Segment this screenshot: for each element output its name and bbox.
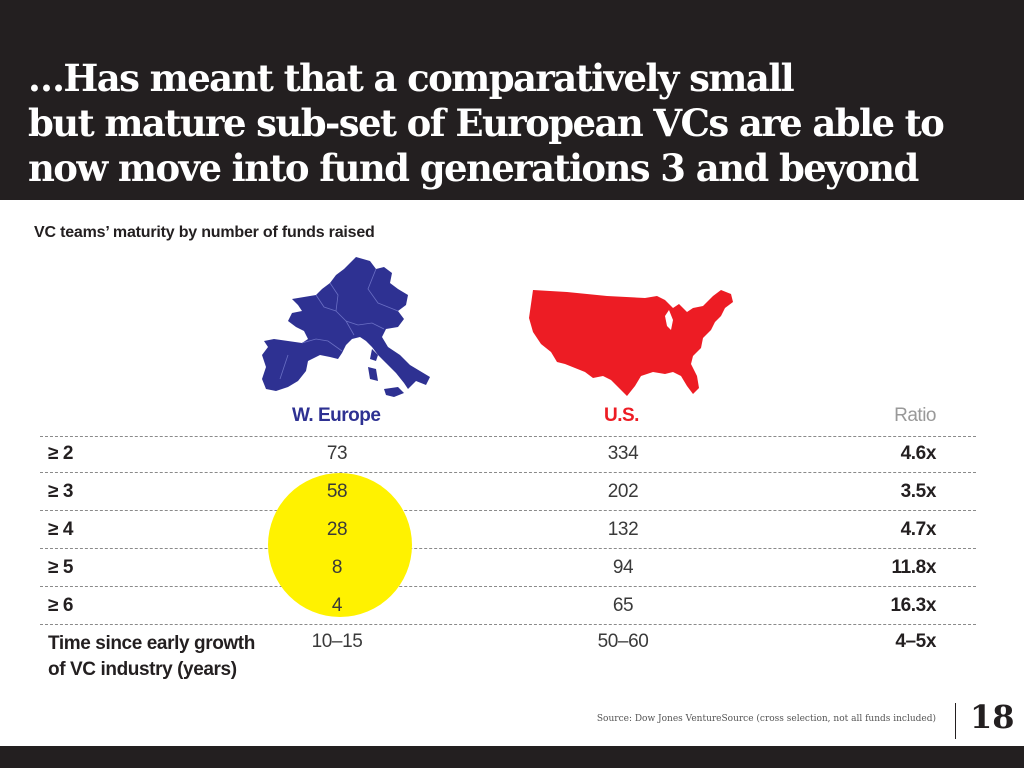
row-divider (40, 624, 976, 625)
time-row-label: Time since early growth of VC industry (… (48, 631, 255, 683)
title-line-1: …Has meant that a comparatively small (28, 56, 795, 100)
footer-bar (0, 746, 1024, 768)
title-banner: …Has meant that a comparatively small bu… (0, 0, 1024, 200)
row-divider (40, 548, 976, 549)
row-label: ≥ 3 (48, 481, 74, 502)
row-label: ≥ 5 (48, 557, 74, 578)
row-divider (40, 436, 976, 437)
row-divider (40, 472, 976, 473)
source-note: Source: Dow Jones VentureSource (cross s… (596, 714, 936, 724)
us-value: 334 (607, 443, 639, 464)
us-value: 202 (607, 481, 639, 502)
row-label: ≥ 2 (48, 443, 74, 464)
ratio-value: 4.6x (900, 443, 937, 464)
column-header-europe: W. Europe (292, 405, 381, 426)
us-time-value: 50–60 (597, 631, 649, 652)
row-label: ≥ 6 (48, 595, 74, 616)
time-row-label-line-2: of VC industry (years) (48, 659, 237, 680)
title-line-3: now move into fund generations 3 and bey… (28, 146, 919, 190)
europe-value: 58 (326, 481, 348, 502)
row-divider (40, 586, 976, 587)
us-value: 65 (612, 595, 634, 616)
ratio-value: 16.3x (890, 595, 936, 616)
footer-divider (955, 703, 956, 739)
europe-value: 4 (331, 595, 343, 616)
europe-time-value: 10–15 (311, 631, 363, 652)
column-header-us: U.S. (604, 405, 639, 426)
us-value: 94 (612, 557, 634, 578)
us-map (529, 290, 733, 396)
page-title: …Has meant that a comparatively small bu… (28, 56, 1008, 191)
ratio-value: 3.5x (900, 481, 937, 502)
ratio-time-value: 4–5x (895, 631, 936, 652)
europe-value: 8 (331, 557, 343, 578)
time-row-label-line-1: Time since early growth (48, 633, 255, 654)
column-header-ratio: Ratio (894, 405, 936, 426)
highlight-circle (268, 473, 412, 617)
europe-value: 73 (326, 443, 348, 464)
western-europe-map (262, 257, 430, 397)
us-value: 132 (607, 519, 639, 540)
row-label: ≥ 4 (48, 519, 74, 540)
ratio-value: 4.7x (900, 519, 937, 540)
ratio-value: 11.8x (891, 557, 937, 578)
europe-value: 28 (326, 519, 348, 540)
page-number: 18 (970, 698, 1015, 736)
title-line-2: but mature sub-set of European VCs are a… (28, 101, 945, 145)
row-divider (40, 510, 976, 511)
chart-subtitle: VC teams’ maturity by number of funds ra… (34, 224, 375, 241)
